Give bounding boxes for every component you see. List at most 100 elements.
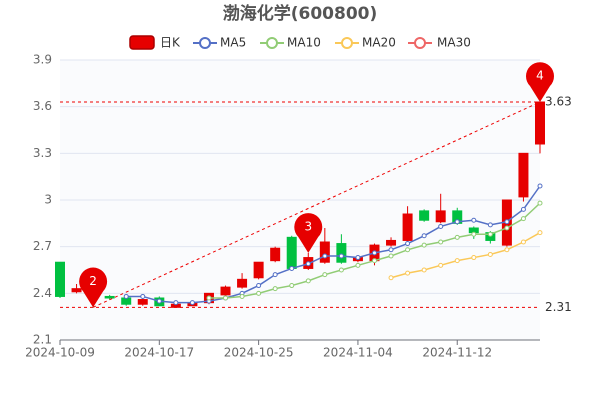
ma-point [388, 253, 394, 259]
y-tick-label: 3 [44, 193, 52, 207]
y-tick-label: 3.6 [33, 99, 52, 113]
candle-body [435, 210, 446, 223]
ma-point [504, 219, 510, 225]
candle-body [137, 299, 148, 305]
x-tick-label: 2024-10-09 [25, 346, 95, 360]
ma-line [390, 232, 541, 279]
candle-body [518, 152, 529, 198]
ma-point [223, 295, 229, 301]
y-tick-label: 3.9 [33, 53, 52, 67]
reference-label: 3.63 [545, 95, 572, 109]
ma-point [454, 258, 460, 264]
ma-point [123, 293, 129, 299]
ma-point [471, 217, 477, 223]
y-tick-label: 3.3 [33, 146, 52, 160]
candle-body [386, 239, 397, 246]
candle-body [286, 236, 297, 269]
legend-icon [199, 37, 211, 49]
candle-body [535, 101, 545, 145]
legend-icon [129, 35, 155, 50]
candle-body [220, 286, 231, 296]
ma-point [421, 267, 427, 273]
ma-point [537, 230, 543, 236]
ma-point [206, 295, 212, 301]
ma-point [454, 219, 460, 225]
ma-point [256, 283, 262, 289]
ma-point [421, 242, 427, 248]
y-tick-label: 2.4 [33, 286, 52, 300]
y-tick-label: 2.7 [33, 239, 52, 253]
candle-body [237, 278, 248, 288]
ma-point [487, 231, 493, 237]
x-tick-label: 2024-11-12 [422, 346, 492, 360]
ma-point [173, 300, 179, 306]
legend-label: MA20 [362, 36, 396, 50]
ma-line [126, 185, 541, 304]
ma-point [322, 253, 328, 259]
ma-point [239, 293, 245, 299]
x-tick-label: 2024-11-04 [323, 346, 393, 360]
legend-label: MA30 [437, 36, 471, 50]
ma-point [438, 223, 444, 229]
trend-line [92, 101, 541, 308]
marker-label: 3 [304, 219, 312, 233]
legend-icon [341, 37, 353, 49]
ma-point [388, 247, 394, 253]
ma-point [289, 265, 295, 271]
ma-point [338, 253, 344, 259]
ma-point [140, 293, 146, 299]
ma-point [405, 270, 411, 276]
candle-body [55, 261, 65, 297]
ma-point [520, 206, 526, 212]
ma-point [305, 261, 311, 267]
ma-point [487, 222, 493, 228]
ma-point [520, 216, 526, 222]
candle-body [270, 247, 281, 262]
x-tick-label: 2024-10-17 [124, 346, 194, 360]
marker-label: 2 [89, 274, 97, 288]
legend-icon [414, 37, 426, 49]
marker-pin [294, 213, 323, 253]
ma-point [405, 247, 411, 253]
ma-point [371, 250, 377, 256]
ma-point [520, 239, 526, 245]
candle-body [253, 261, 264, 279]
ma-point [537, 200, 543, 206]
legend-icon [266, 37, 278, 49]
ma-point [388, 275, 394, 281]
legend-label: MA10 [287, 36, 321, 50]
marker-pin [526, 62, 554, 102]
candle-body [71, 288, 82, 293]
ma-point [371, 258, 377, 264]
legend-label: MA5 [220, 36, 246, 50]
candle-body [419, 210, 430, 221]
ma-point [355, 262, 361, 268]
marker-pin [79, 267, 108, 308]
ma-point [405, 241, 411, 247]
ma-point [537, 183, 543, 189]
ma-point [189, 300, 195, 306]
ma-point [487, 251, 493, 257]
ma-point [156, 298, 162, 304]
candle-body [319, 241, 330, 263]
ma-point [438, 239, 444, 245]
marker-label: 4 [536, 69, 544, 83]
ma-point [421, 233, 427, 239]
ma-point [256, 290, 262, 296]
ma-point [454, 234, 460, 240]
ma-point [338, 267, 344, 273]
candle-body [402, 213, 413, 241]
ma-point [322, 272, 328, 278]
ma-point [305, 278, 311, 284]
candle-body [336, 243, 347, 263]
chart-title: 渤海化学(600800) [223, 3, 378, 24]
y-tick-label: 2.1 [33, 333, 52, 347]
x-tick-label: 2024-10-25 [224, 346, 294, 360]
candle-body [104, 295, 115, 299]
ma-point [272, 272, 278, 278]
legend-label: 日K [160, 36, 181, 50]
ma-point [504, 225, 510, 231]
ma-point [289, 283, 295, 289]
ma-point [355, 255, 361, 261]
